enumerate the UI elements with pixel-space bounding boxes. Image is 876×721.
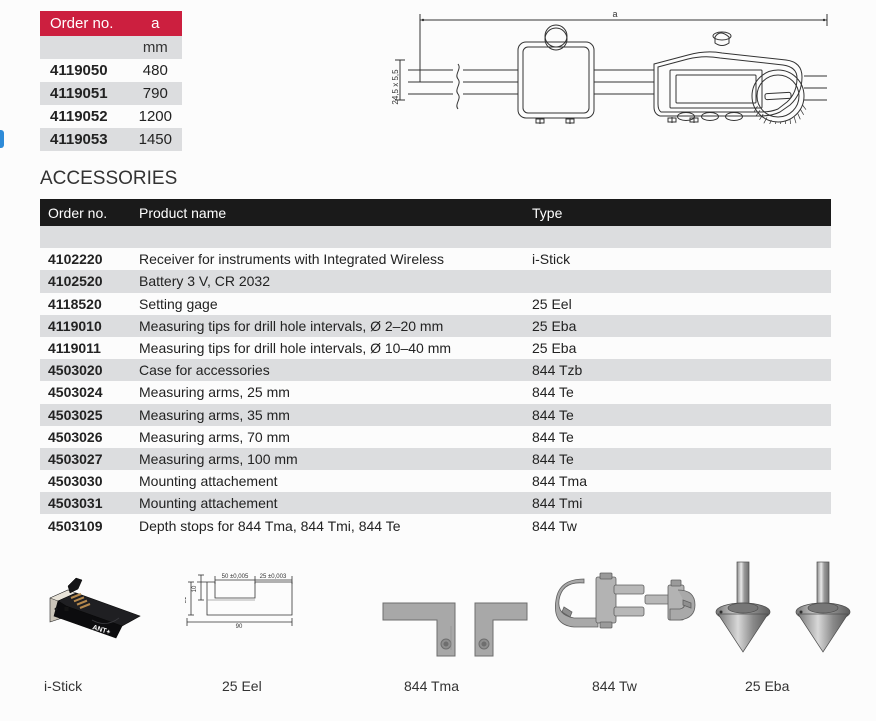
svg-text:90: 90 bbox=[236, 624, 243, 630]
svg-text:31: 31 bbox=[185, 596, 188, 603]
svg-text:50 ±0,005: 50 ±0,005 bbox=[222, 574, 249, 580]
svg-text:a: a bbox=[612, 9, 617, 19]
svg-text:10: 10 bbox=[192, 585, 198, 592]
svg-text:24,5 x 5,5: 24,5 x 5,5 bbox=[391, 69, 400, 105]
svg-text:25 ±0,003: 25 ±0,003 bbox=[260, 574, 287, 580]
